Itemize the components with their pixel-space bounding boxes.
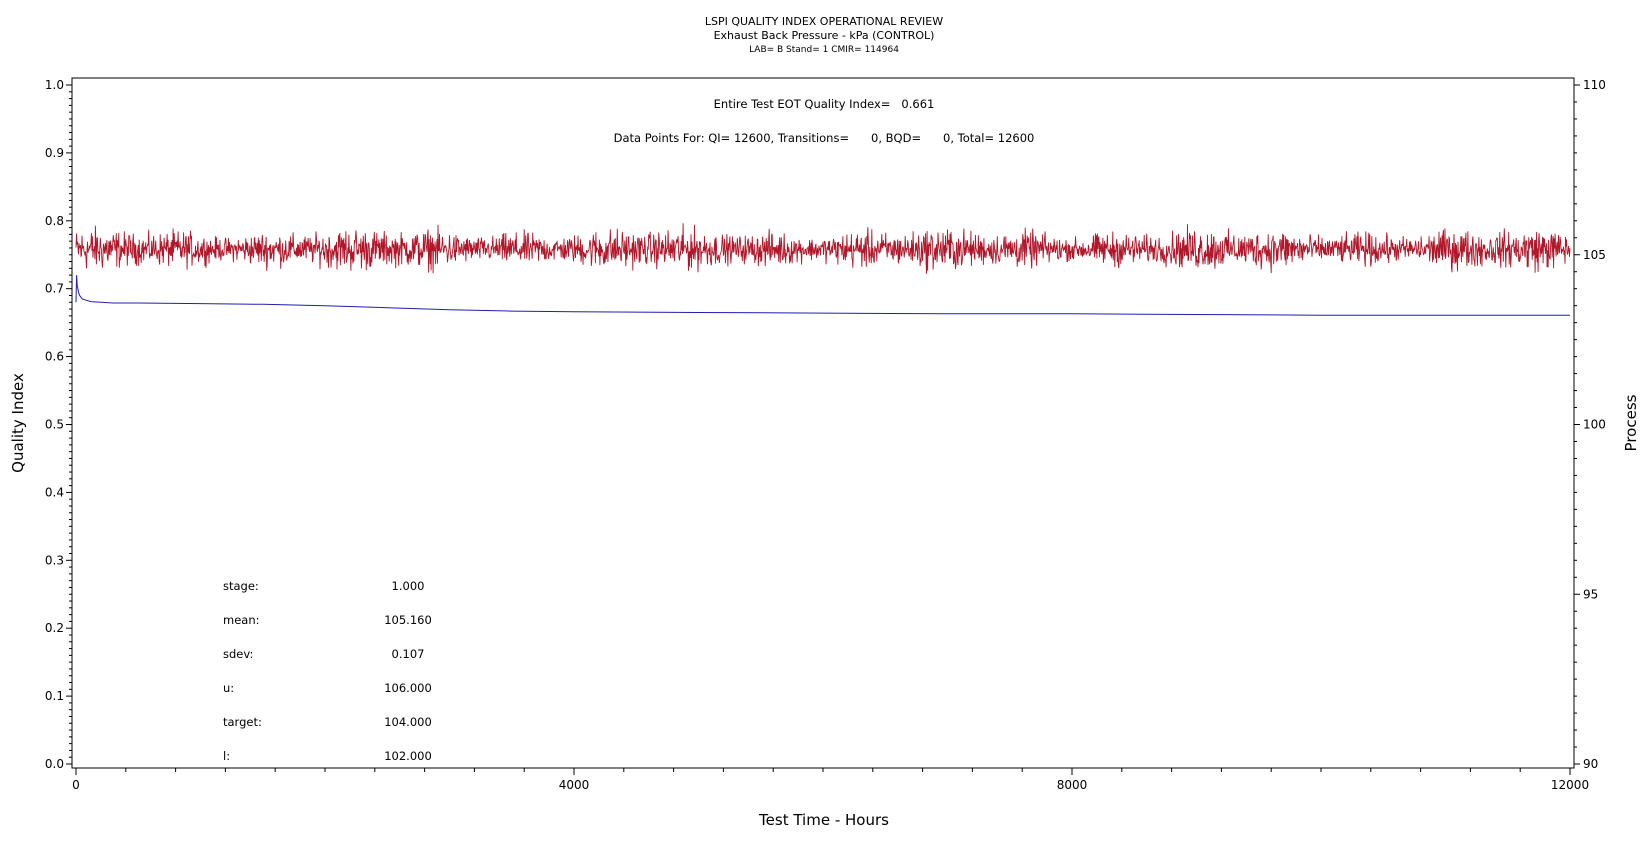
y2-tick-label: 95: [1583, 587, 1598, 601]
y2-tick-label: 110: [1583, 78, 1606, 92]
stat-value: 106.000: [384, 681, 432, 695]
data-points-annotation: Data Points For: QI= 12600, Transitions=…: [614, 131, 1035, 145]
y-tick-label: 0.8: [45, 214, 64, 228]
stat-label: target:: [223, 715, 262, 729]
quality-index-series-line: [75, 275, 1570, 316]
stat-value: 0.107: [392, 647, 425, 661]
x-tick-label: 4000: [559, 778, 590, 792]
x-tick-label: 12000: [1551, 778, 1589, 792]
plot-frame: [71, 77, 1575, 769]
y-tick-label: 0.9: [45, 146, 64, 160]
stat-label: sdev:: [223, 647, 253, 661]
stats-block: stage: 1.000 mean: 105.160 sdev: 0.107 u: 106.0…: [223, 579, 432, 763]
chart-title: LSPI QUALITY INDEX OPERATIONAL REVIEW: [705, 15, 943, 28]
y2-tick-label: 90: [1583, 757, 1598, 771]
y2-tick-label: 100: [1583, 418, 1606, 432]
y-tick-label: 0.2: [45, 621, 64, 635]
stat-value: 104.000: [384, 715, 432, 729]
y2-tick-label: 105: [1583, 248, 1606, 262]
chart-subtitle: Exhaust Back Pressure - kPa (CONTROL): [714, 29, 935, 42]
stat-label: l:: [223, 749, 230, 763]
y-tick-label: 0.7: [45, 282, 64, 296]
chart-subtitle-lab: LAB= B Stand= 1 CMIR= 114964: [749, 45, 899, 55]
y2-axis-title: Process: [1622, 394, 1640, 451]
x-tick-label: 0: [72, 778, 80, 792]
x-tick-label: 8000: [1057, 778, 1088, 792]
y-tick-label: 0.6: [45, 350, 64, 364]
process-series-line: [75, 223, 1571, 274]
y-axis-title: Quality Index: [9, 373, 27, 473]
stat-label: u:: [223, 681, 234, 695]
stat-label: mean:: [223, 613, 260, 627]
stat-value: 105.160: [384, 613, 432, 627]
y-tick-label: 0.1: [45, 689, 64, 703]
stat-value: 102.000: [384, 749, 432, 763]
y-tick-label: 0.3: [45, 553, 64, 567]
stat-label: stage:: [223, 579, 259, 593]
y-tick-label: 0.4: [45, 485, 64, 499]
y-tick-label: 1.0: [45, 78, 64, 92]
y-tick-label: 0.0: [45, 757, 64, 771]
axis-ticks: 0.0 0.1 0.2 0.3 0.4 0.5 0.6 0.7 0.8 0.9 1.0 90 95 100…: [45, 78, 1606, 792]
quality-index-annotation: Entire Test EOT Quality Index= 0.661: [714, 97, 935, 111]
data-series: [75, 223, 1571, 316]
x-axis-title: Test Time - Hours: [758, 811, 889, 829]
stat-value: 1.000: [392, 579, 425, 593]
y-tick-label: 0.5: [45, 418, 64, 432]
